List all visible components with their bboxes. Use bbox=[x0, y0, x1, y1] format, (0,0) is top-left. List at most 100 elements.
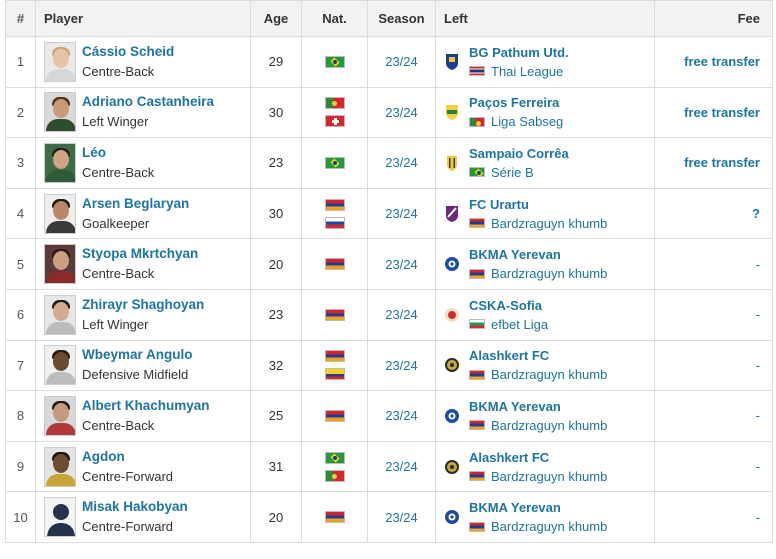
season-link[interactable]: 23/24 bbox=[367, 288, 436, 341]
season-link[interactable]: 23/24 bbox=[367, 390, 436, 442]
league-link[interactable]: Série B bbox=[491, 164, 534, 180]
armenia-nationality-flag-icon bbox=[324, 350, 345, 363]
left-club-cell: Sampaio Corrêa Série B bbox=[435, 137, 655, 189]
nationality-cell bbox=[301, 36, 368, 88]
header-player[interactable]: Player bbox=[35, 0, 251, 37]
club-crest-icon[interactable] bbox=[444, 255, 460, 273]
club-crest-icon[interactable] bbox=[444, 306, 460, 324]
left-club-link[interactable]: Alashkert FC bbox=[469, 449, 550, 465]
season-link[interactable]: 23/24 bbox=[367, 137, 436, 189]
player-name-link[interactable]: Albert Khachumyan bbox=[82, 397, 210, 413]
transfer-fee-link[interactable]: free transfer bbox=[684, 104, 760, 120]
player-photo[interactable] bbox=[44, 294, 76, 335]
transfer-fee[interactable]: ? bbox=[654, 187, 773, 240]
player-photo[interactable] bbox=[44, 92, 76, 133]
left-club-link[interactable]: Alashkert FC bbox=[469, 348, 550, 364]
table-row: 4 Arsen Beglaryan Goalkeeper 30 23/24 bbox=[5, 187, 773, 240]
left-club-link[interactable]: BKMA Yerevan bbox=[469, 247, 561, 263]
table-row: 8 Albert Khachumyan Centre-Back 25 23/24 bbox=[5, 390, 773, 442]
player-name-link[interactable]: Cássio Scheid bbox=[82, 43, 175, 59]
club-crest-icon[interactable] bbox=[444, 205, 460, 223]
league-link[interactable]: Bardzraguyn khumb bbox=[491, 266, 608, 282]
season-link[interactable]: 23/24 bbox=[367, 339, 436, 392]
player-photo[interactable] bbox=[44, 41, 76, 82]
transfer-fee[interactable]: free transfer bbox=[654, 137, 773, 189]
player-name-link[interactable]: Léo bbox=[82, 144, 107, 160]
transfer-fee-link[interactable]: - bbox=[755, 357, 760, 373]
left-club-link[interactable]: CSKA-Sofia bbox=[469, 297, 542, 313]
left-club-link[interactable]: FC Urartu bbox=[469, 196, 529, 212]
season-link[interactable]: 23/24 bbox=[367, 440, 436, 493]
transfer-fee[interactable]: - bbox=[654, 238, 773, 290]
club-crest-icon[interactable] bbox=[444, 458, 460, 476]
row-number: 7 bbox=[5, 339, 36, 392]
player-name-link[interactable]: Arsen Beglaryan bbox=[82, 195, 190, 211]
transfer-fee-link[interactable]: - bbox=[755, 307, 760, 323]
season-link[interactable]: 23/24 bbox=[367, 36, 436, 88]
club-crest-icon[interactable] bbox=[444, 508, 460, 526]
header-fee[interactable]: Fee bbox=[654, 0, 773, 37]
club-crest-icon[interactable] bbox=[444, 356, 460, 374]
league-link[interactable]: Thai League bbox=[491, 63, 564, 79]
league-link[interactable]: Bardzraguyn khumb bbox=[491, 367, 608, 383]
transfer-fee[interactable]: - bbox=[654, 390, 773, 442]
player-position: Defensive Midfield bbox=[82, 367, 189, 383]
transfer-fee-link[interactable]: ? bbox=[752, 206, 760, 222]
header-left[interactable]: Left bbox=[435, 0, 655, 37]
league-link[interactable]: Bardzraguyn khumb bbox=[491, 417, 608, 433]
player-photo[interactable] bbox=[44, 446, 76, 487]
left-club-link[interactable]: BKMA Yerevan bbox=[469, 500, 561, 516]
transfer-fee-link[interactable]: - bbox=[755, 408, 760, 424]
player-name-link[interactable]: Wbeymar Angulo bbox=[82, 347, 193, 363]
player-name-link[interactable]: Misak Hakobyan bbox=[82, 499, 188, 515]
club-crest-icon[interactable] bbox=[444, 154, 460, 172]
player-photo[interactable] bbox=[44, 345, 76, 386]
transfer-fee[interactable]: - bbox=[654, 339, 773, 392]
player-age: 23 bbox=[250, 137, 302, 189]
season-link[interactable]: 23/24 bbox=[367, 187, 436, 240]
league-link[interactable]: Bardzraguyn khumb bbox=[491, 468, 608, 484]
league-link[interactable]: efbet Liga bbox=[491, 316, 549, 332]
player-photo[interactable] bbox=[44, 142, 76, 183]
club-crest-icon[interactable] bbox=[444, 53, 460, 71]
transfer-fee-link[interactable]: - bbox=[755, 509, 760, 525]
player-name-link[interactable]: Adriano Castanheira bbox=[82, 94, 215, 110]
left-club-link[interactable]: Paços Ferreira bbox=[469, 95, 560, 111]
league-link[interactable]: Bardzraguyn khumb bbox=[491, 215, 608, 231]
player-name-link[interactable]: Styopa Mkrtchyan bbox=[82, 246, 199, 262]
league-link[interactable]: Bardzraguyn khumb bbox=[491, 519, 608, 535]
transfer-fee-link[interactable]: - bbox=[755, 256, 760, 272]
player-photo[interactable] bbox=[44, 193, 76, 234]
left-club-link[interactable]: Sampaio Corrêa bbox=[469, 145, 569, 161]
brazil-nationality-flag-icon bbox=[324, 156, 345, 169]
club-crest-icon[interactable] bbox=[444, 407, 460, 425]
left-club-cell: Alashkert FC Bardzraguyn khumb bbox=[435, 339, 655, 392]
player-photo-placeholder[interactable] bbox=[44, 497, 76, 538]
transfer-fee-link[interactable]: free transfer bbox=[684, 54, 760, 70]
transfer-fee[interactable]: - bbox=[654, 491, 773, 543]
transfer-fee[interactable]: - bbox=[654, 288, 773, 341]
left-club-link[interactable]: BKMA Yerevan bbox=[469, 398, 561, 414]
thailand-league-flag-icon bbox=[469, 66, 485, 77]
transfer-fee[interactable]: - bbox=[654, 440, 773, 493]
league-link[interactable]: Liga Sabseg bbox=[491, 114, 564, 130]
player-age: 23 bbox=[250, 288, 302, 341]
club-crest-icon[interactable] bbox=[444, 103, 460, 121]
transfer-fee-link[interactable]: - bbox=[755, 459, 760, 475]
season-link[interactable]: 23/24 bbox=[367, 491, 436, 543]
transfer-fee[interactable]: free transfer bbox=[654, 86, 773, 139]
transfer-fee[interactable]: free transfer bbox=[654, 36, 773, 88]
armenia-league-flag-icon bbox=[469, 471, 485, 482]
player-photo[interactable] bbox=[44, 395, 76, 436]
season-link[interactable]: 23/24 bbox=[367, 86, 436, 139]
player-photo[interactable] bbox=[44, 244, 76, 285]
left-club-link[interactable]: BG Pathum Utd. bbox=[469, 44, 569, 60]
player-name-link[interactable]: Agdon bbox=[82, 448, 125, 464]
left-club-cell: BKMA Yerevan Bardzraguyn khumb bbox=[435, 491, 655, 543]
header-age[interactable]: Age bbox=[250, 0, 302, 37]
player-position: Centre-Back bbox=[82, 417, 155, 433]
season-link[interactable]: 23/24 bbox=[367, 238, 436, 290]
transfer-fee-link[interactable]: free transfer bbox=[684, 155, 760, 171]
header-season[interactable]: Season bbox=[367, 0, 436, 37]
player-name-link[interactable]: Zhirayr Shaghoyan bbox=[82, 296, 205, 312]
